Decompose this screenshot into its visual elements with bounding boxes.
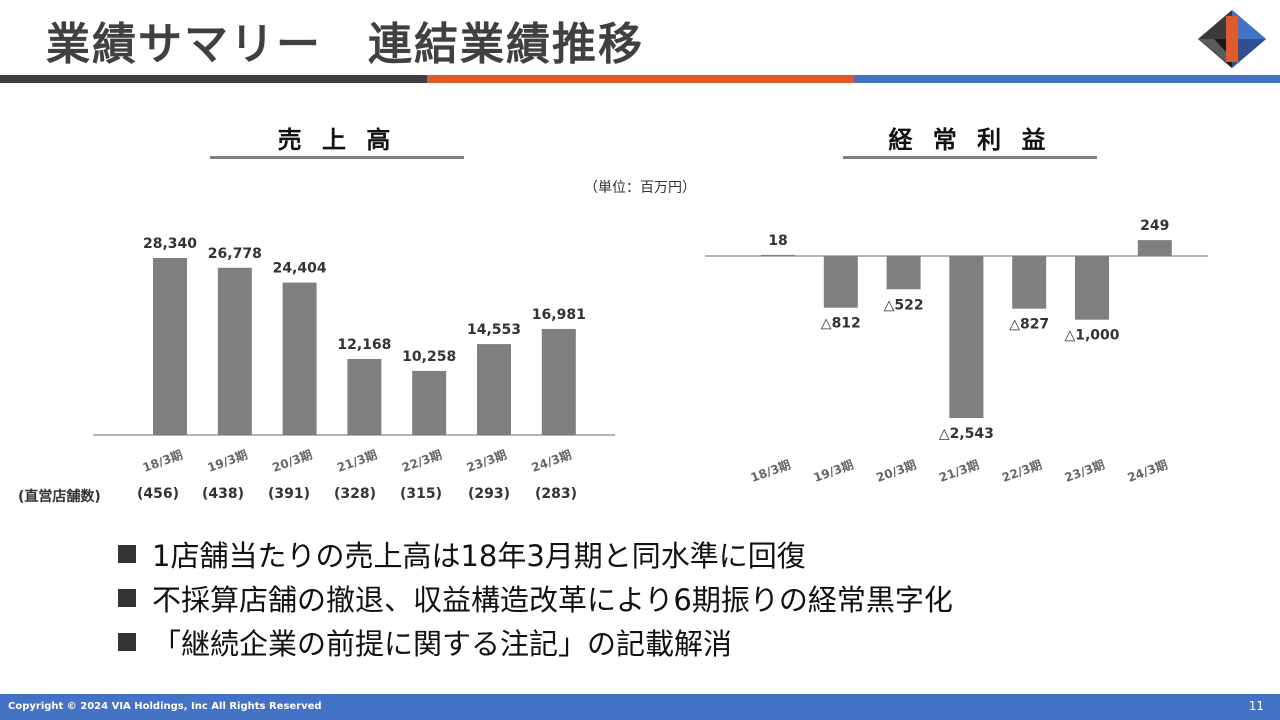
x-tick-label: 22/3期 <box>1000 457 1044 485</box>
summary-bullets: 1店舗当たりの売上高は18年3月期と同水準に回復 不採算店舗の撤退、収益構造改革… <box>118 532 953 664</box>
data-label: △2,543 <box>939 426 994 442</box>
store-count-value: (293) <box>468 486 511 502</box>
data-label: 24,404 <box>273 261 327 277</box>
title-underline-orange <box>427 75 854 83</box>
bullet-item: 「継続企業の前提に関する注記」の記載解消 <box>118 620 953 664</box>
data-label: 16,981 <box>532 307 586 323</box>
data-label: 26,778 <box>208 246 262 262</box>
bar <box>1137 240 1172 256</box>
unit-note: （単位：百万円） <box>584 180 696 196</box>
sales-bar-chart: 28,34018/3期26,77819/3期24,40420/3期12,1682… <box>93 236 615 475</box>
bar <box>1012 256 1047 309</box>
bar <box>153 258 187 435</box>
copyright-text: Copyright © 2024 VIA Holdings, Inc All R… <box>8 701 322 712</box>
bar <box>412 370 447 435</box>
store-count-value: (438) <box>202 486 245 502</box>
page-number: 11 <box>1248 699 1264 713</box>
bar <box>761 254 795 256</box>
store-count-value: (283) <box>535 486 578 502</box>
data-label: △522 <box>884 297 924 313</box>
data-label: 18 <box>768 233 787 249</box>
bullet-item: 不採算店舗の撤退、収益構造改革により6期振りの経常黒字化 <box>118 576 953 620</box>
profit-chart-title-underline <box>843 156 1097 159</box>
store-count-value: (315) <box>400 486 443 502</box>
data-label: △1,000 <box>1064 328 1119 344</box>
bullet-item: 1店舗当たりの売上高は18年3月期と同水準に回復 <box>118 532 953 576</box>
square-bullet-icon <box>118 633 136 651</box>
data-label: 10,258 <box>402 349 456 365</box>
bar <box>347 359 382 435</box>
footer-bar: Copyright © 2024 VIA Holdings, Inc All R… <box>0 694 1280 720</box>
sales-chart-title-underline <box>210 156 464 159</box>
square-bullet-icon <box>118 589 136 607</box>
ordinary-profit-bar-chart: 18 18/3期 △812 19/3期 △522 20/3期 △2,543 21/3期 △827… <box>705 218 1208 485</box>
data-label: 14,553 <box>467 322 521 338</box>
bar <box>477 344 511 435</box>
title-underline-gray <box>0 75 427 83</box>
data-label: 28,340 <box>143 236 197 252</box>
bar <box>282 282 317 435</box>
data-label: △812 <box>821 316 861 332</box>
store-count-value: (456) <box>137 486 180 502</box>
bar <box>949 256 984 418</box>
data-label: 12,168 <box>337 337 391 353</box>
store-count-value: (391) <box>268 486 311 502</box>
bullet-text: 1店舗当たりの売上高は18年3月期と同水準に回復 <box>152 539 806 573</box>
bullet-text: 不採算店舗の撤退、収益構造改革により6期振りの経常黒字化 <box>152 583 953 617</box>
bar <box>1075 256 1109 320</box>
bar <box>217 267 252 435</box>
bullet-text: 「継続企業の前提に関する注記」の記載解消 <box>152 627 733 661</box>
x-tick-label: 20/3期 <box>874 457 918 485</box>
slide-title: 業績サマリー 連結業績推移 <box>46 19 644 70</box>
title-underline-blue <box>854 75 1280 83</box>
bar <box>886 256 921 290</box>
x-tick-label: 21/3期 <box>937 457 981 485</box>
data-label: 249 <box>1140 218 1169 234</box>
bar <box>541 328 576 435</box>
profit-chart-title: 経 常 利 益 <box>888 126 1052 154</box>
data-label: △827 <box>1009 317 1049 333</box>
x-tick-label: 23/3期 <box>1062 457 1106 485</box>
bar <box>823 256 858 308</box>
x-tick-label: 19/3期 <box>811 457 855 485</box>
square-bullet-icon <box>118 545 136 563</box>
company-logo <box>1198 10 1266 68</box>
store-count-row: (直営店舗数) (456) (438) (391) (328) (315) (2… <box>0 486 640 508</box>
sales-chart-title: 売 上 高 <box>277 126 397 154</box>
x-tick-label: 18/3期 <box>748 457 792 485</box>
store-count-value: (328) <box>334 486 377 502</box>
x-tick-label: 24/3期 <box>1125 457 1169 485</box>
store-count-label: (直営店舗数) <box>18 489 101 505</box>
